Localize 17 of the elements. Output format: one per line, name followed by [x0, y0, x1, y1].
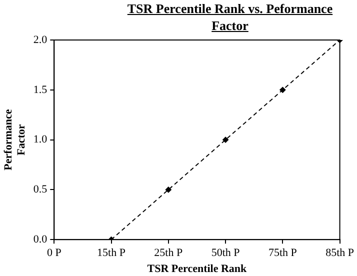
y-tick-label: 0.5 — [33, 184, 48, 196]
x-tick-label: 50th P — [211, 247, 240, 260]
x-tick-label: 75th P — [268, 247, 297, 260]
x-axis-title: TSR Percentile Rank — [147, 263, 248, 276]
point — [280, 86, 286, 93]
point — [222, 136, 229, 143]
x-tick-label: 15th P — [97, 247, 126, 260]
y-tick-label: 2.0 — [33, 34, 48, 46]
y-tick-label: 1.0 — [33, 134, 48, 146]
x-tick-label: 0 P — [46, 247, 62, 260]
y-tick-label: 1.5 — [33, 84, 48, 96]
y-tick-label: 0.0 — [33, 233, 48, 246]
y-axis-title: Performance Factor — [2, 109, 28, 170]
chart-title: TSR Percentile Rank vs. Peformance Factor — [126, 0, 334, 34]
point — [165, 186, 172, 193]
x-tick-label: 25th P — [154, 247, 183, 260]
x-tick-label: 85th P — [326, 247, 354, 260]
